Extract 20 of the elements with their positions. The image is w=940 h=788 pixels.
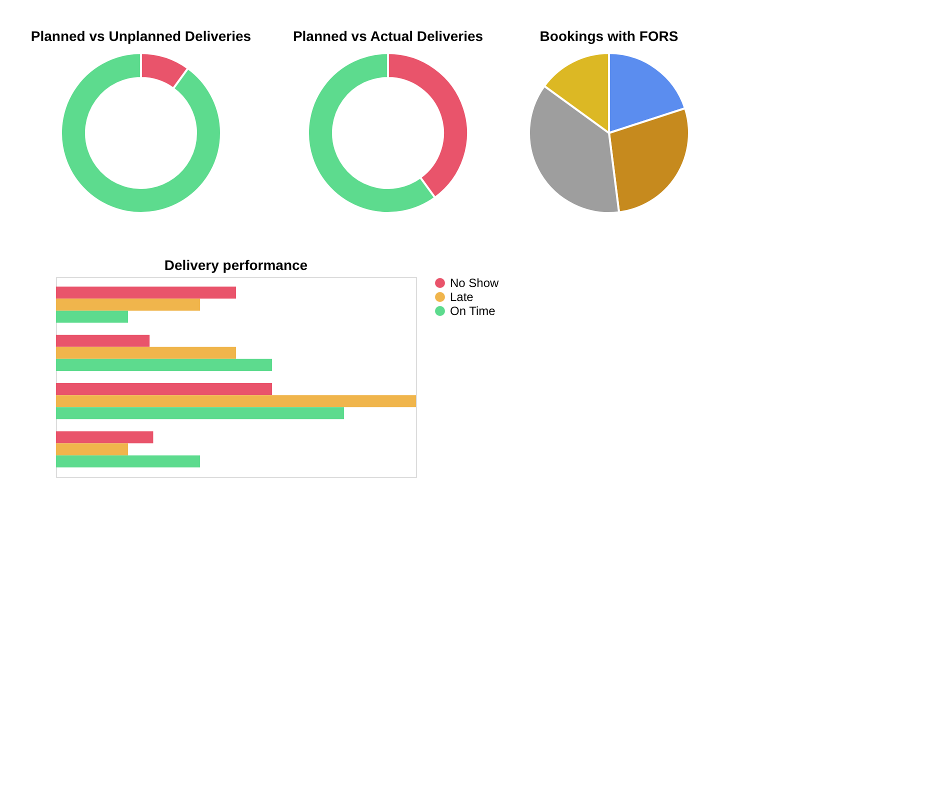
bar [56,431,154,444]
bar [56,455,200,468]
bar [56,383,272,396]
legend-label: Late [450,290,474,304]
chart-title: Planned vs Actual Deliveries [292,28,484,44]
bar [56,407,344,420]
bar [56,310,128,323]
chart-title: Planned vs Unplanned Deliveries [30,28,252,44]
bar [56,334,150,347]
bar [56,443,128,456]
chart-title: Delivery performance [164,257,308,273]
chart-title: Bookings with FORS [540,28,678,44]
legend-label: On Time [450,304,496,318]
bar [56,346,236,359]
donut-slice [60,52,222,214]
legend-label: No Show [450,276,500,290]
bar [56,395,416,408]
bar [56,358,272,371]
bar [56,286,236,299]
bar [56,298,200,311]
